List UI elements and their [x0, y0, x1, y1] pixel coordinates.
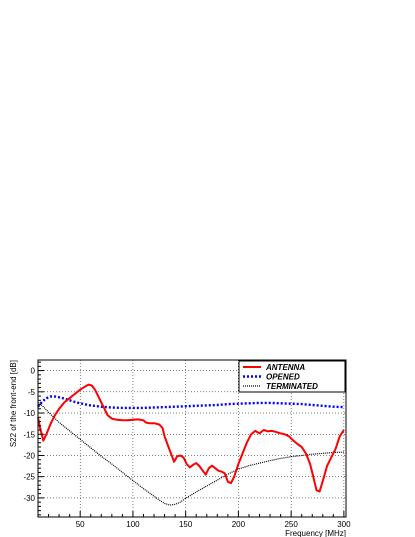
- series-line-terminated: [37, 401, 344, 506]
- grid: [38, 360, 346, 517]
- series-line-opened: [37, 395, 344, 410]
- y-tick-label: -5: [28, 388, 36, 397]
- legend-item-antenna: ANTENNA: [243, 363, 305, 372]
- series-layer: [37, 383, 345, 506]
- y-tick-label: -10: [23, 409, 35, 418]
- y-tick-label: -25: [23, 473, 35, 482]
- x-tick-label: 300: [337, 520, 351, 529]
- legend-label-terminated: TERMINATED: [266, 382, 318, 391]
- y-tick-label: -15: [23, 430, 35, 439]
- x-tick-label: 150: [179, 520, 193, 529]
- legend-label-antenna: ANTENNA: [265, 363, 305, 372]
- x-tick-label: 250: [284, 520, 298, 529]
- y-tick-label: 0: [31, 367, 36, 376]
- series-line-antenna: [37, 383, 345, 493]
- axis-ticks: [37, 361, 345, 517]
- legend-item-terminated: TERMINATED: [243, 382, 318, 391]
- x-axis-title: Frequency [MHz]: [285, 529, 346, 537]
- x-tick-label: 50: [76, 520, 85, 529]
- legend: ANTENNA OPENED TERMINATED: [238, 360, 346, 393]
- x-tick-label: 100: [126, 520, 140, 529]
- legend-item-opened: OPENED: [243, 373, 300, 382]
- y-tick-label: -20: [23, 451, 35, 460]
- y-tick-label: -30: [23, 494, 35, 503]
- tick-labels: 50 100 150 200 250 300 0 -5 -10 -15 -20 -25 -30: [23, 367, 351, 529]
- y-axis-title: S22 of the front-end [dB]: [9, 360, 18, 447]
- x-tick-label: 200: [232, 520, 246, 529]
- legend-label-opened: OPENED: [266, 373, 300, 382]
